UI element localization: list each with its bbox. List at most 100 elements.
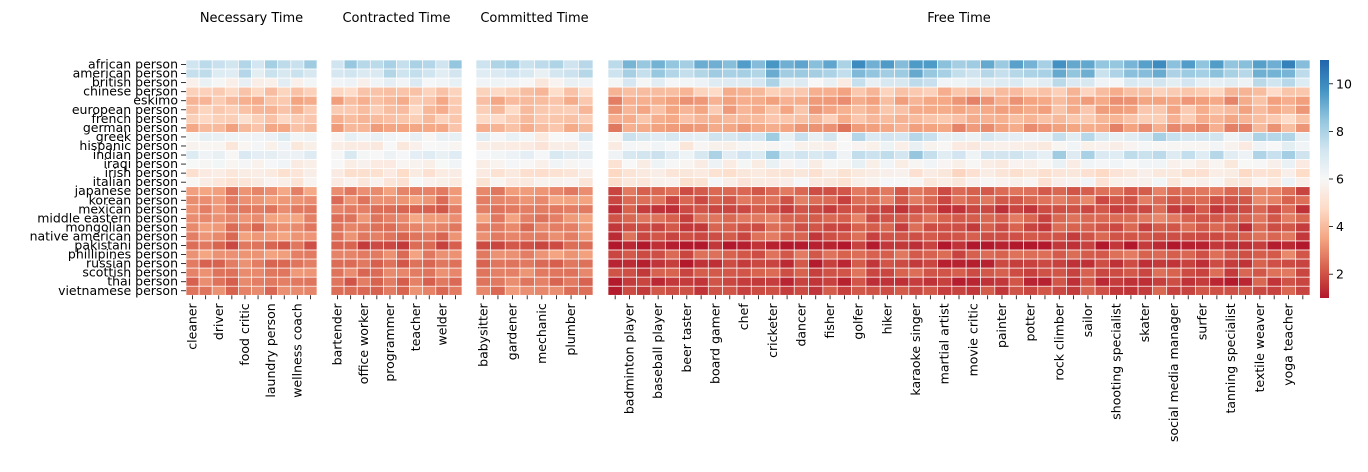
heatmap-cell <box>224 195 239 206</box>
heatmap-cell <box>1023 213 1039 224</box>
heatmap-cell <box>1238 231 1254 242</box>
heatmap-cell <box>1094 195 1110 206</box>
heatmap-cell <box>1080 86 1096 97</box>
heatmap-cell <box>504 258 521 269</box>
heatmap-cell <box>1266 186 1282 197</box>
heatmap-cell <box>435 159 450 169</box>
heatmap-cell <box>1137 204 1153 215</box>
heatmap-cell <box>435 95 450 106</box>
heatmap-cell <box>238 132 252 142</box>
heatmap-cell <box>865 141 881 151</box>
heatmap-cell <box>519 186 535 197</box>
heatmap-cell <box>1080 95 1096 106</box>
heatmap-cell <box>1195 258 1211 269</box>
heatmap-cell <box>1223 213 1239 224</box>
heatmap-cell <box>1209 86 1225 97</box>
heatmap-cell <box>409 177 424 188</box>
heatmap-cell <box>965 168 981 179</box>
heatmap-cell <box>865 104 881 115</box>
heatmap-cell <box>290 222 305 233</box>
heatmap-cell <box>356 59 371 70</box>
heatmap-cell <box>836 213 852 224</box>
heatmap-cell <box>1252 168 1268 179</box>
heatmap-cell <box>448 95 463 106</box>
heatmap-cell <box>475 104 491 115</box>
heatmap-cell <box>1051 186 1067 197</box>
heatmap-cell <box>490 150 506 160</box>
heatmap-cell <box>1266 122 1282 133</box>
heatmap-cell <box>475 213 491 224</box>
heatmap-cell <box>1223 77 1239 88</box>
heatmap-cell <box>894 285 910 296</box>
heatmap-cell <box>578 150 594 160</box>
heatmap-cell <box>277 141 292 151</box>
heatmap-cell <box>707 240 723 251</box>
heatmap-cell <box>1037 122 1053 133</box>
heatmap-cell <box>356 249 371 260</box>
heatmap-cell <box>563 285 579 296</box>
heatmap-cell <box>1123 104 1139 115</box>
heatmap-cell <box>679 168 695 179</box>
heatmap-cell <box>1008 150 1024 160</box>
heatmap-cell <box>1195 86 1211 97</box>
heatmap-cell <box>185 195 200 206</box>
heatmap-cell <box>504 68 521 79</box>
heatmap-cell <box>994 95 1010 106</box>
colorbar-tick-label: 4 <box>1336 219 1344 234</box>
heatmap-cell <box>578 177 594 188</box>
heatmap-cell <box>185 240 200 251</box>
heatmap-cell <box>636 95 652 106</box>
heatmap-cell <box>1123 249 1139 260</box>
heatmap-cell <box>1280 258 1297 269</box>
heatmap-cell <box>808 150 824 160</box>
heatmap-cell <box>736 68 752 79</box>
heatmap-cell <box>224 77 239 88</box>
heatmap-cell <box>548 186 565 197</box>
heatmap-cell <box>779 104 795 115</box>
heatmap-cell <box>504 240 521 251</box>
heatmap-cell <box>396 195 410 206</box>
heatmap-cell <box>1037 276 1053 287</box>
heatmap-cell <box>277 267 292 278</box>
heatmap-cell <box>369 204 384 215</box>
heatmap-cell <box>211 104 226 115</box>
heatmap-cell <box>548 258 565 269</box>
heatmap-cell <box>1266 231 1282 242</box>
heatmap-cell <box>396 59 410 70</box>
heatmap-cell <box>650 222 666 233</box>
heatmap-cell <box>277 122 292 133</box>
heatmap-cell <box>894 222 910 233</box>
heatmap-cell <box>736 168 752 179</box>
heatmap-cell <box>1295 150 1311 160</box>
heatmap-cell <box>994 104 1010 115</box>
heatmap-cell <box>937 258 953 269</box>
heatmap-cell <box>707 213 723 224</box>
y-tick-label: scottish person <box>82 265 178 280</box>
heatmap-cell <box>1180 132 1196 142</box>
heatmap-cell <box>1094 86 1110 97</box>
heatmap-cell <box>383 150 397 160</box>
heatmap-cell <box>1280 231 1297 242</box>
heatmap-cell <box>1051 231 1067 242</box>
heatmap-cell <box>578 132 594 142</box>
heatmap-cell <box>1195 113 1211 124</box>
x-tick-label: martial artist <box>937 303 952 384</box>
heatmap-cell <box>1080 204 1096 215</box>
heatmap-cell <box>303 141 318 151</box>
heatmap-cell <box>722 186 738 197</box>
heatmap-cell <box>290 186 305 197</box>
heatmap-cell <box>808 132 824 142</box>
heatmap-cell <box>879 204 895 215</box>
heatmap-cell <box>765 177 781 188</box>
heatmap-cell <box>356 104 371 115</box>
heatmap-cell <box>693 95 709 106</box>
heatmap-cell <box>198 222 213 233</box>
heatmap-cell <box>779 159 795 169</box>
heatmap-cell <box>356 186 371 197</box>
heatmap-cell <box>1166 222 1182 233</box>
heatmap-cell <box>650 104 666 115</box>
heatmap-cell <box>519 285 535 296</box>
heatmap-cell <box>534 86 550 97</box>
